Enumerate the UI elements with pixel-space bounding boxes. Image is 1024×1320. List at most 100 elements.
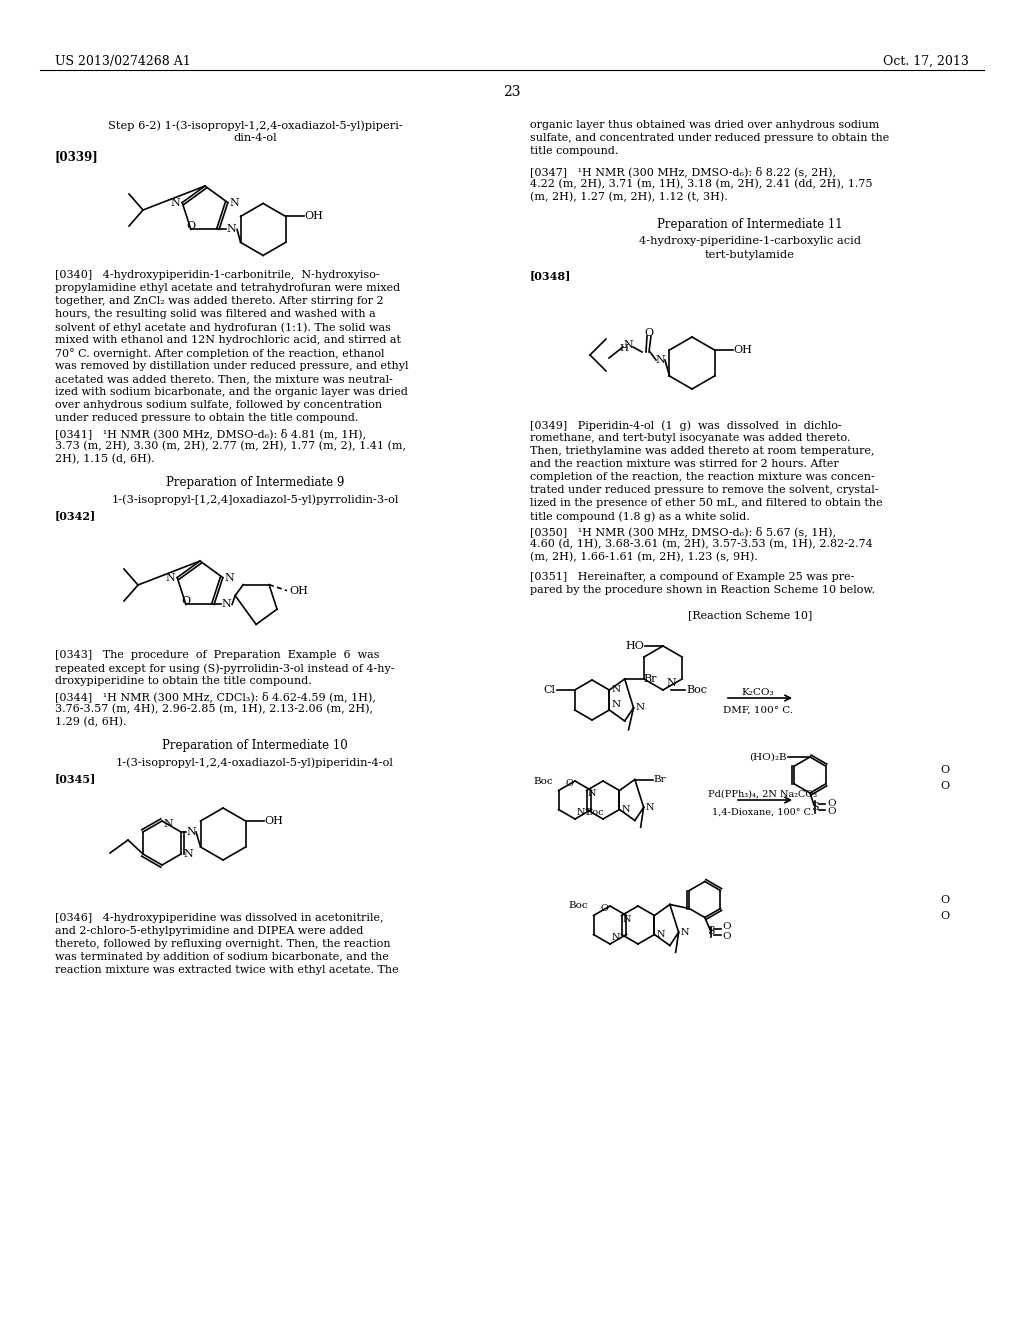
- Text: Boc: Boc: [686, 685, 707, 696]
- Text: organic layer thus obtained was dried over anhydrous sodium: organic layer thus obtained was dried ov…: [530, 120, 880, 129]
- Text: [0349]   Piperidin-4-ol  (1  g)  was  dissolved  in  dichlo-: [0349] Piperidin-4-ol (1 g) was dissolve…: [530, 420, 842, 430]
- Text: [0343]   The  procedure  of  Preparation  Example  6  was: [0343] The procedure of Preparation Exam…: [55, 649, 380, 660]
- Text: N: N: [170, 198, 180, 207]
- Text: S: S: [707, 927, 715, 936]
- Text: N: N: [225, 573, 234, 582]
- Text: N: N: [622, 805, 630, 814]
- Text: romethane, and tert-butyl isocyanate was added thereto.: romethane, and tert-butyl isocyanate was…: [530, 433, 850, 444]
- Text: acetated was added thereto. Then, the mixture was neutral-: acetated was added thereto. Then, the mi…: [55, 374, 393, 384]
- Text: [0345]: [0345]: [55, 774, 96, 784]
- Text: ized with sodium bicarbonate, and the organic layer was dried: ized with sodium bicarbonate, and the or…: [55, 387, 408, 397]
- Text: 1-(3-isopropyl-1,2,4-oxadiazol-5-yl)piperidin-4-ol: 1-(3-isopropyl-1,2,4-oxadiazol-5-yl)pipe…: [116, 756, 394, 767]
- Text: Preparation of Intermediate 9: Preparation of Intermediate 9: [166, 477, 344, 488]
- Text: Step 6-2) 1-(3-isopropyl-1,2,4-oxadiazol-5-yl)piperi-: Step 6-2) 1-(3-isopropyl-1,2,4-oxadiazol…: [108, 120, 402, 131]
- Text: N: N: [656, 931, 665, 939]
- Text: tert-butylamide: tert-butylamide: [706, 249, 795, 260]
- Text: (HO)₂B: (HO)₂B: [750, 752, 787, 762]
- Text: N: N: [163, 818, 173, 829]
- Text: 1.29 (d, 6H).: 1.29 (d, 6H).: [55, 717, 127, 727]
- Text: OH: OH: [264, 816, 284, 826]
- Text: and 2-chloro-5-ethylpyrimidine and DIPEA were added: and 2-chloro-5-ethylpyrimidine and DIPEA…: [55, 927, 364, 936]
- Text: thereto, followed by refluxing overnight. Then, the reaction: thereto, followed by refluxing overnight…: [55, 939, 390, 949]
- Text: N: N: [612, 933, 621, 942]
- Text: N: N: [624, 341, 633, 350]
- Text: N: N: [636, 704, 645, 713]
- Text: [0350]   ¹H NMR (300 MHz, DMSO-d₆): δ 5.67 (s, 1H),: [0350] ¹H NMR (300 MHz, DMSO-d₆): δ 5.67…: [530, 525, 836, 537]
- Text: [0344]   ¹H NMR (300 MHz, CDCl₃): δ 4.62-4.59 (m, 1H),: [0344] ¹H NMR (300 MHz, CDCl₃): δ 4.62-4…: [55, 690, 376, 702]
- Text: over anhydrous sodium sulfate, followed by concentration: over anhydrous sodium sulfate, followed …: [55, 400, 382, 411]
- Text: Boc: Boc: [534, 776, 553, 785]
- Text: N: N: [229, 198, 240, 207]
- Text: Br: Br: [644, 675, 657, 684]
- Text: N: N: [577, 808, 586, 817]
- Text: 23: 23: [503, 84, 521, 99]
- Text: Br: Br: [654, 775, 667, 784]
- Text: Preparation of Intermediate 10: Preparation of Intermediate 10: [162, 739, 348, 752]
- Text: Then, triethylamine was added thereto at room temperature,: Then, triethylamine was added thereto at…: [530, 446, 874, 455]
- Text: under reduced pressure to obtain the title compound.: under reduced pressure to obtain the tit…: [55, 413, 358, 422]
- Text: was terminated by addition of sodium bicarbonate, and the: was terminated by addition of sodium bic…: [55, 952, 389, 962]
- Text: N: N: [166, 573, 175, 582]
- Text: [0339]: [0339]: [55, 150, 98, 162]
- Text: O: O: [940, 766, 949, 775]
- Text: HO: HO: [625, 642, 644, 651]
- Text: H: H: [620, 345, 629, 352]
- Text: (m, 2H), 1.66-1.61 (m, 2H), 1.23 (s, 9H).: (m, 2H), 1.66-1.61 (m, 2H), 1.23 (s, 9H)…: [530, 552, 758, 562]
- Text: O: O: [940, 781, 949, 791]
- Text: 70° C. overnight. After completion of the reaction, ethanol: 70° C. overnight. After completion of th…: [55, 348, 384, 359]
- Text: O: O: [940, 911, 949, 921]
- Text: trated under reduced pressure to remove the solvent, crystal-: trated under reduced pressure to remove …: [530, 484, 879, 495]
- Text: droxypiperidine to obtain the title compound.: droxypiperidine to obtain the title comp…: [55, 676, 311, 686]
- Text: [0340]   4-hydroxypiperidin-1-carbonitrile,  N-hydroxyiso-: [0340] 4-hydroxypiperidin-1-carbonitrile…: [55, 271, 380, 280]
- Text: completion of the reaction, the reaction mixture was concen-: completion of the reaction, the reaction…: [530, 473, 874, 482]
- Text: 4-hydroxy-piperidine-1-carboxylic acid: 4-hydroxy-piperidine-1-carboxylic acid: [639, 236, 861, 246]
- Text: 3.76-3.57 (m, 4H), 2.96-2.85 (m, 1H), 2.13-2.06 (m, 2H),: 3.76-3.57 (m, 4H), 2.96-2.85 (m, 1H), 2.…: [55, 704, 373, 714]
- Text: hours, the resulting solid was filtered and washed with a: hours, the resulting solid was filtered …: [55, 309, 376, 319]
- Text: Preparation of Intermediate 11: Preparation of Intermediate 11: [657, 218, 843, 231]
- Text: 1-(3-isopropyl-[1,2,4]oxadiazol-5-yl)pyrrolidin-3-ol: 1-(3-isopropyl-[1,2,4]oxadiazol-5-yl)pyr…: [112, 494, 398, 504]
- Text: repeated except for using (S)-pyrrolidin-3-ol instead of 4-hy-: repeated except for using (S)-pyrrolidin…: [55, 663, 394, 673]
- Text: solvent of ethyl acetate and hydrofuran (1:1). The solid was: solvent of ethyl acetate and hydrofuran …: [55, 322, 391, 333]
- Text: Cl: Cl: [544, 685, 556, 696]
- Text: N: N: [611, 685, 621, 694]
- Text: N: N: [186, 828, 196, 837]
- Text: Oct. 17, 2013: Oct. 17, 2013: [883, 55, 969, 69]
- Text: Boc: Boc: [585, 808, 603, 817]
- Text: O: O: [723, 921, 731, 931]
- Text: OH: OH: [733, 345, 753, 355]
- Text: N: N: [655, 355, 665, 366]
- Text: pared by the procedure shown in Reaction Scheme 10 below.: pared by the procedure shown in Reaction…: [530, 585, 874, 595]
- Text: O: O: [827, 807, 836, 816]
- Text: din-4-ol: din-4-ol: [233, 133, 276, 143]
- Text: N: N: [226, 224, 236, 235]
- Text: US 2013/0274268 A1: US 2013/0274268 A1: [55, 55, 190, 69]
- Text: title compound (1.8 g) as a white solid.: title compound (1.8 g) as a white solid.: [530, 511, 750, 521]
- Text: 4.22 (m, 2H), 3.71 (m, 1H), 3.18 (m, 2H), 2.41 (dd, 2H), 1.75: 4.22 (m, 2H), 3.71 (m, 1H), 3.18 (m, 2H)…: [530, 180, 872, 189]
- Text: N: N: [611, 700, 621, 709]
- Text: together, and ZnCl₂ was added thereto. After stirring for 2: together, and ZnCl₂ was added thereto. A…: [55, 296, 384, 306]
- Text: Boc: Boc: [568, 902, 588, 911]
- Text: Pd(PPh₃)₄, 2N Na₂CO₃: Pd(PPh₃)₄, 2N Na₂CO₃: [709, 789, 817, 799]
- Text: N: N: [183, 849, 193, 859]
- Text: title compound.: title compound.: [530, 147, 618, 156]
- Text: O: O: [186, 222, 196, 231]
- Text: OH: OH: [304, 211, 324, 222]
- Text: and the reaction mixture was stirred for 2 hours. After: and the reaction mixture was stirred for…: [530, 459, 839, 469]
- Text: O: O: [600, 904, 608, 913]
- Text: N: N: [666, 678, 676, 688]
- Text: O: O: [940, 895, 949, 906]
- Text: 4.60 (d, 1H), 3.68-3.61 (m, 2H), 3.57-3.53 (m, 1H), 2.82-2.74: 4.60 (d, 1H), 3.68-3.61 (m, 2H), 3.57-3.…: [530, 539, 872, 549]
- Text: [0341]   ¹H NMR (300 MHz, DMSO-d₆): δ 4.81 (m, 1H),: [0341] ¹H NMR (300 MHz, DMSO-d₆): δ 4.81…: [55, 428, 366, 438]
- Text: lized in the presence of ether 50 mL, and filtered to obtain the: lized in the presence of ether 50 mL, an…: [530, 498, 883, 508]
- Text: O: O: [827, 799, 836, 808]
- Text: N: N: [623, 915, 631, 924]
- Text: K₂CO₃: K₂CO₃: [741, 688, 774, 697]
- Text: S: S: [811, 803, 819, 812]
- Text: [Reaction Scheme 10]: [Reaction Scheme 10]: [688, 610, 812, 620]
- Text: sulfate, and concentrated under reduced pressure to obtain the: sulfate, and concentrated under reduced …: [530, 133, 889, 143]
- Text: O: O: [644, 327, 653, 338]
- Text: 2H), 1.15 (d, 6H).: 2H), 1.15 (d, 6H).: [55, 454, 155, 465]
- Text: OH: OH: [289, 586, 308, 595]
- Text: 1,4-Dioxane, 100° C.: 1,4-Dioxane, 100° C.: [712, 808, 814, 817]
- Text: 3.73 (m, 2H), 3.30 (m, 2H), 2.77 (m, 2H), 1.77 (m, 2), 1.41 (m,: 3.73 (m, 2H), 3.30 (m, 2H), 2.77 (m, 2H)…: [55, 441, 406, 451]
